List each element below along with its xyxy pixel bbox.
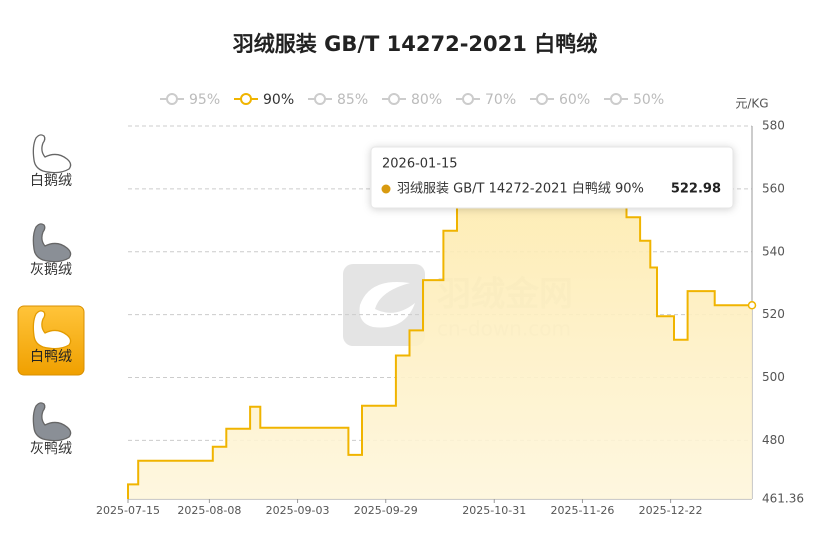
legend-item[interactable]: 80% xyxy=(382,92,442,108)
tooltip-dot xyxy=(381,184,391,194)
watermark-icon xyxy=(359,281,415,328)
x-tick-label: 2025-09-29 xyxy=(354,504,418,517)
legend-label: 50% xyxy=(633,92,664,108)
legend-item[interactable]: 90% xyxy=(234,92,294,108)
x-tick-label: 2025-09-03 xyxy=(266,504,330,517)
legend-marker xyxy=(462,93,474,105)
legend-item[interactable]: 95% xyxy=(160,92,220,108)
y-tick-label: 560 xyxy=(762,181,785,195)
x-tick-label: 2025-11-26 xyxy=(550,504,614,517)
legend-marker xyxy=(610,93,622,105)
legend-label: 60% xyxy=(559,92,590,108)
legend-item[interactable]: 85% xyxy=(308,92,368,108)
legend-marker xyxy=(240,93,252,105)
menu-item[interactable]: 灰鹅绒 xyxy=(30,223,72,278)
menu-label: 白鹅绒 xyxy=(30,172,72,189)
y-tick-label: 480 xyxy=(762,433,785,447)
tooltip-box xyxy=(370,146,734,209)
menu-label: 灰鸭绒 xyxy=(30,441,72,457)
area xyxy=(128,157,752,499)
unit-label: 元/KG xyxy=(735,97,768,111)
menu-label: 白鸭绒 xyxy=(30,349,72,365)
legend-marker xyxy=(388,93,400,105)
goose-icon xyxy=(32,223,72,263)
legend: 95% 90% 85% 80% 70% 60% 50% xyxy=(160,92,664,108)
menu-item[interactable]: 白鹅绒 xyxy=(30,134,72,189)
legend-marker xyxy=(314,93,326,105)
tooltip-series: 羽绒服装 GB/T 14272-2021 白鸭绒 90% xyxy=(397,181,644,197)
goose-icon xyxy=(32,310,72,350)
legend-item[interactable]: 50% xyxy=(604,92,664,108)
y-tick-label: 461.36 xyxy=(762,492,804,506)
menu-label: 灰鹅绒 xyxy=(30,261,72,278)
x-tick-label: 2025-07-15 xyxy=(96,504,160,517)
goose-icon xyxy=(32,134,72,174)
legend-item[interactable]: 60% xyxy=(530,92,590,108)
y-tick-label: 580 xyxy=(762,119,785,133)
y-tick-label: 520 xyxy=(762,307,785,321)
hover-point xyxy=(747,301,757,310)
tooltip-date: 2026-01-15 xyxy=(382,157,458,172)
legend-marker xyxy=(536,93,548,105)
tooltip-value: 522.98 xyxy=(671,182,721,197)
y-tick-label: 500 xyxy=(762,370,785,384)
legend-label: 80% xyxy=(411,92,442,108)
legend-label: 85% xyxy=(337,92,368,108)
legend-label: 70% xyxy=(485,92,516,108)
chart-title: 羽绒服装 GB/T 14272-2021 白鸭绒 xyxy=(233,32,597,56)
legend-marker xyxy=(166,93,178,105)
menu-item[interactable]: 灰鸭绒 xyxy=(30,402,72,457)
menu-item[interactable]: 白鸭绒 xyxy=(17,305,85,376)
legend-label: 90% xyxy=(263,92,294,108)
legend-label: 95% xyxy=(189,92,220,108)
legend-item[interactable]: 70% xyxy=(456,92,516,108)
plot-area: 羽绒金网cn-down.com461.364805005205405605802… xyxy=(96,119,804,518)
x-tick-label: 2025-10-31 xyxy=(462,504,526,517)
x-tick-label: 2025-12-22 xyxy=(639,504,703,517)
goose-icon xyxy=(32,402,72,442)
x-tick-label: 2025-08-08 xyxy=(177,504,241,517)
y-tick-label: 540 xyxy=(762,244,785,258)
